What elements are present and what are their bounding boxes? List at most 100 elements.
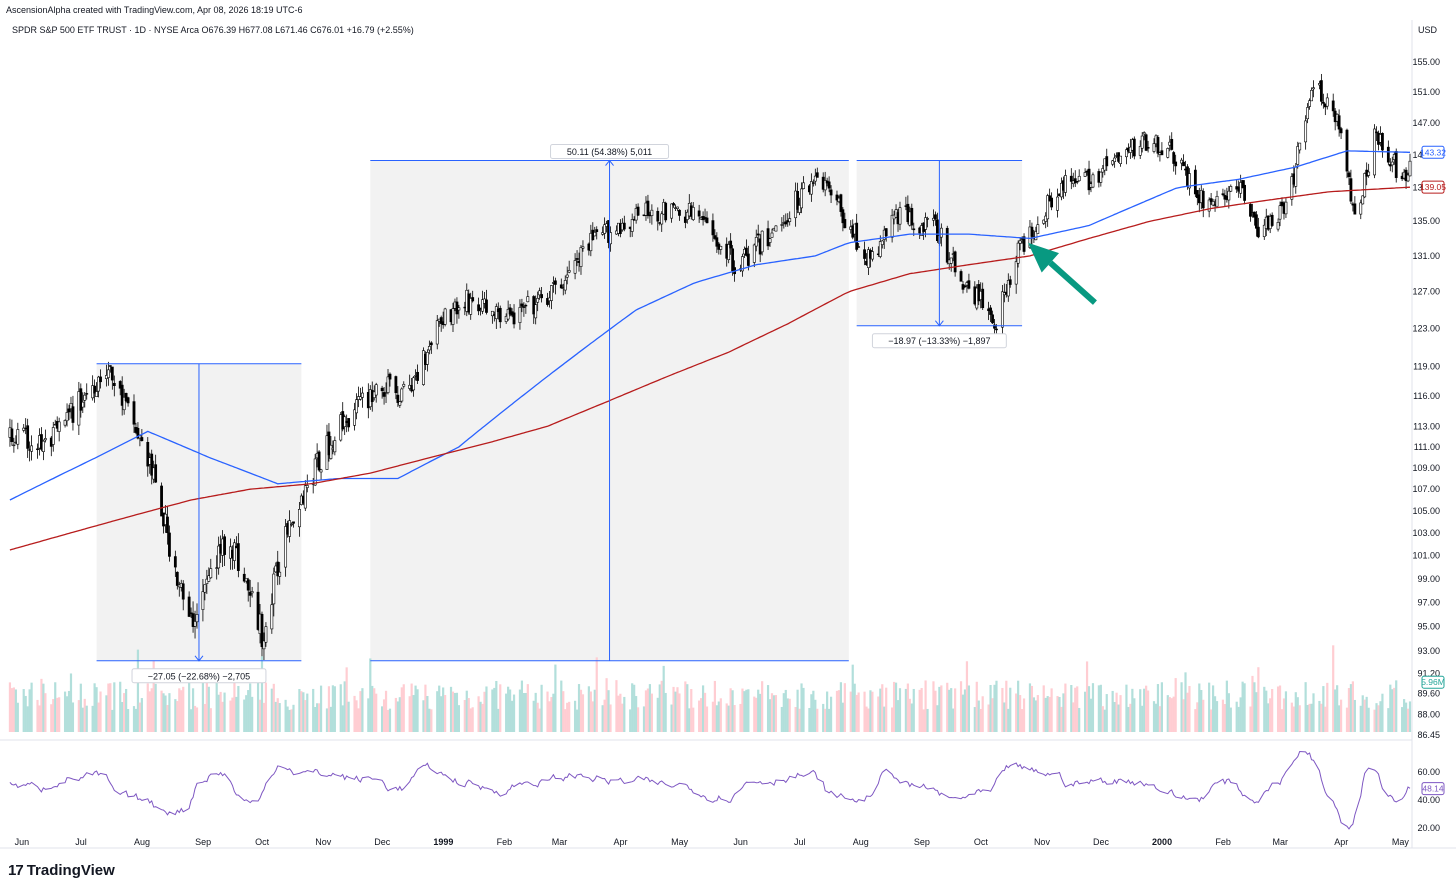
price-axis-label: 99.00: [1417, 574, 1440, 584]
volume-bar: [770, 693, 774, 732]
candle-body: [1394, 151, 1398, 178]
time-axis-label: May: [671, 837, 689, 847]
volume-bar: [1022, 698, 1026, 732]
volume-bar: [264, 682, 268, 732]
volume-bar: [331, 685, 334, 732]
volume-bar: [1253, 682, 1256, 732]
volume-bar: [1064, 683, 1067, 732]
candle-body: [140, 437, 144, 441]
volume-bar: [954, 688, 957, 732]
currency-label[interactable]: USD: [1418, 25, 1438, 35]
volume-bar: [1198, 683, 1201, 732]
volume-bar: [938, 686, 941, 732]
volume-bar: [1365, 696, 1368, 732]
candle-body: [1294, 166, 1298, 187]
volume-bar: [824, 708, 827, 732]
price-axis-label: 127.00: [1412, 287, 1440, 297]
volume-bar: [829, 696, 833, 732]
volume-bar: [58, 697, 61, 732]
ma-slow-line[interactable]: [9, 186, 1411, 551]
volume-bar: [249, 683, 252, 732]
ma-fast-line[interactable]: [9, 150, 1410, 501]
candle-body: [319, 469, 323, 473]
volume-bar: [656, 697, 659, 732]
candle-body: [1284, 201, 1288, 215]
volume-bar: [629, 709, 632, 732]
volume-bar: [725, 703, 728, 732]
volume-bar: [1147, 690, 1150, 732]
candle-body: [457, 307, 461, 311]
candle-body: [1386, 146, 1390, 163]
volume-bar: [802, 687, 805, 732]
candle-body: [1125, 149, 1128, 158]
time-axis-label: Feb: [1215, 837, 1231, 847]
volume-bar: [491, 689, 494, 732]
candle-body: [242, 573, 246, 582]
candle-body: [1308, 100, 1311, 107]
volume-bar: [674, 691, 677, 732]
price-axis-label: 123.00: [1412, 324, 1440, 334]
candle-body: [756, 233, 760, 236]
candle-body: [939, 227, 943, 238]
volume-bar: [1194, 709, 1197, 732]
volume-bar: [1255, 692, 1258, 732]
candle-body: [713, 235, 717, 239]
time-axis-label: Sep: [195, 837, 211, 847]
candle-body: [95, 391, 98, 397]
candle-body: [593, 232, 597, 237]
volume-bar: [981, 696, 984, 732]
price-axis-label: 151.00: [1412, 87, 1440, 97]
candle-body: [827, 181, 831, 189]
volume-bar: [1361, 695, 1364, 732]
candle-body: [160, 485, 163, 517]
volume-bar: [1339, 699, 1343, 732]
candle-body: [355, 399, 358, 414]
volume-bar: [577, 684, 581, 732]
candle-body: [766, 228, 770, 247]
volume-bar: [1036, 695, 1039, 732]
symbol-info-line[interactable]: SPDR S&P 500 ETF TRUST · 1D · NYSE Arca …: [12, 25, 414, 35]
volume-bar: [396, 701, 399, 732]
volume-bar: [91, 705, 94, 732]
candle-body: [136, 427, 140, 439]
candle-body: [361, 392, 364, 398]
candle-body: [347, 418, 351, 428]
candle-body: [1105, 156, 1109, 167]
annotation-arrow-head[interactable]: [1027, 242, 1060, 273]
measure-label-box: [550, 144, 670, 160]
rsi-line[interactable]: [9, 750, 1411, 830]
candle-body: [1256, 226, 1260, 238]
volume-bar: [71, 702, 75, 732]
volume-bar: [16, 702, 19, 732]
candle-body: [1091, 174, 1095, 188]
volume-bar: [1227, 693, 1230, 732]
volume-bar: [81, 707, 84, 732]
volume-bar: [477, 696, 480, 732]
candle-body: [1296, 146, 1300, 165]
volume-bar: [1087, 686, 1091, 732]
annotation-arrow-shaft[interactable]: [1048, 260, 1097, 305]
tradingview-brand-text: TradingView: [26, 862, 115, 879]
volume-bar: [274, 701, 277, 732]
candle-body: [132, 401, 136, 425]
candle-body: [809, 181, 813, 195]
volume-bar: [237, 685, 240, 732]
candle-body: [412, 377, 416, 391]
volume-bar: [215, 680, 218, 732]
volume-bar: [896, 700, 900, 732]
volume-bar: [298, 689, 301, 732]
volume-bar: [485, 686, 488, 732]
candle-body: [477, 304, 480, 312]
volume-bar: [1296, 697, 1299, 732]
volume-bar: [891, 707, 894, 732]
candle-body: [416, 371, 419, 381]
volume-bar: [688, 708, 691, 732]
volume-bar: [621, 703, 624, 732]
volume-bar: [1078, 707, 1081, 732]
volume-bar: [1363, 699, 1366, 732]
volume-bar: [509, 689, 512, 732]
candle-body: [959, 271, 963, 282]
volume-bar: [1048, 696, 1051, 732]
candle-body: [1014, 261, 1018, 285]
